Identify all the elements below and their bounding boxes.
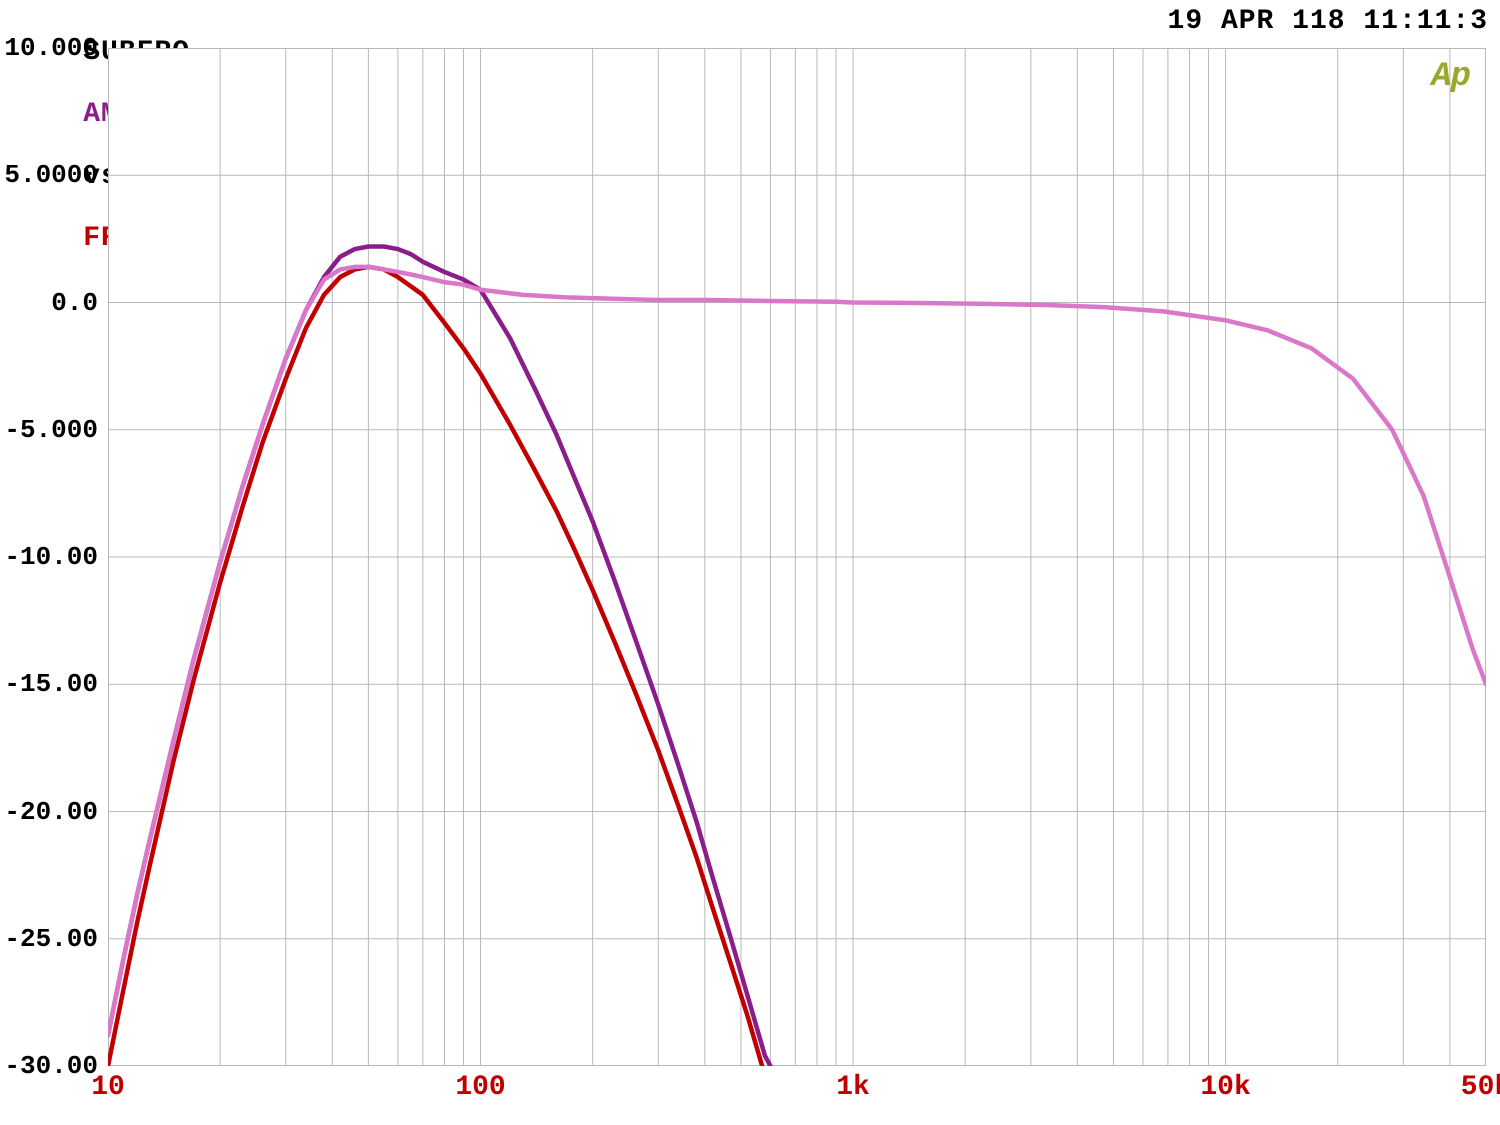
x-tick-label: 1k	[836, 1072, 870, 1103]
y-axis-labels: 10.0005.00000.0-5.000-10.00-15.00-20.00-…	[0, 48, 102, 1066]
y-tick-label: -25.00	[4, 924, 98, 954]
red-trace	[108, 267, 762, 1066]
y-tick-label: -15.00	[4, 669, 98, 699]
chart-container: SUBFRQ AMPL(dBr) vs FREQ(Hz) 19 APR 118 …	[0, 0, 1500, 1125]
y-tick-label: -10.00	[4, 542, 98, 572]
plot-area: Ap	[108, 48, 1486, 1066]
ap-logo: Ap	[1431, 58, 1470, 96]
purple-trace	[108, 247, 770, 1066]
y-tick-label: 10.000	[4, 33, 98, 63]
y-tick-label: -20.00	[4, 797, 98, 827]
y-tick-label: 0.0	[51, 288, 98, 318]
y-tick-label: -30.00	[4, 1051, 98, 1081]
chart-timestamp: 19 APR 118 11:11:3	[1168, 6, 1488, 37]
y-tick-label: 5.0000	[4, 160, 98, 190]
x-tick-label: 10k	[1200, 1072, 1250, 1103]
x-tick-label: 100	[455, 1072, 505, 1103]
x-tick-label: 10	[91, 1072, 125, 1103]
x-tick-label: 50k	[1461, 1072, 1500, 1103]
y-tick-label: -5.000	[4, 415, 98, 445]
plot-svg	[108, 48, 1486, 1066]
pink-trace	[108, 267, 1486, 1036]
